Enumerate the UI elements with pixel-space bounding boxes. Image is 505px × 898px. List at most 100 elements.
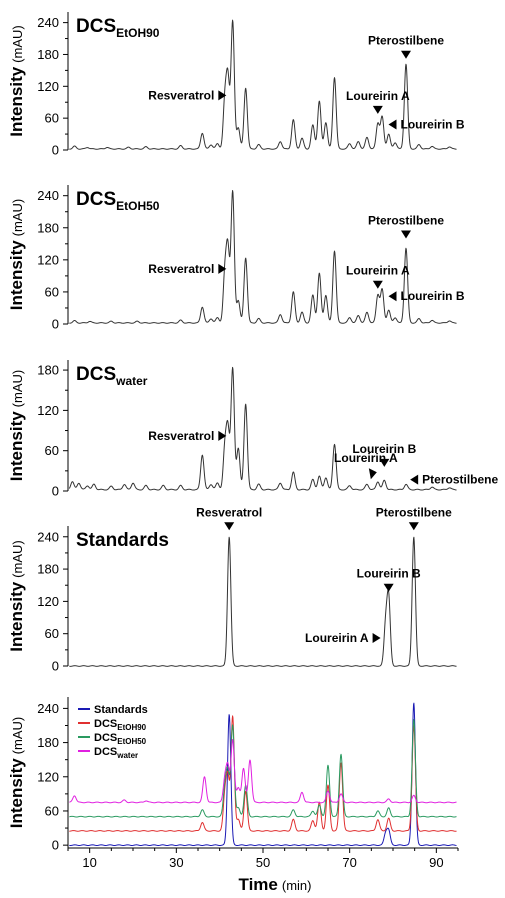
y-tick-label: 180 bbox=[37, 220, 59, 235]
y-tick-label: 240 bbox=[37, 529, 59, 544]
legend-entry: DCSEtOH90 bbox=[94, 718, 147, 732]
legend-label-subscript: EtOH50 bbox=[117, 737, 146, 746]
peak-annotation: Loureirin B bbox=[352, 442, 417, 467]
peak-annotation: Pterostilbene bbox=[376, 505, 452, 531]
legend-label: DCS bbox=[94, 746, 117, 758]
annotation-arrow bbox=[372, 280, 383, 289]
y-axis-label: Intensity bbox=[7, 66, 26, 136]
series-line-1 bbox=[69, 19, 457, 150]
annotation-arrow bbox=[218, 430, 227, 441]
annotation-arrow bbox=[372, 633, 381, 643]
legend-label: DCS bbox=[94, 718, 117, 730]
annotation-arrow bbox=[218, 90, 227, 101]
y-axis-title: Intensity (mAU) bbox=[7, 717, 26, 828]
y-tick-label: 120 bbox=[37, 403, 59, 418]
y-tick-label: 240 bbox=[37, 188, 59, 203]
y-axis-label: Intensity bbox=[7, 581, 26, 651]
legend-entry: Standards bbox=[94, 704, 148, 716]
legend-label-subscript: EtOH90 bbox=[117, 723, 146, 732]
panel-label: DCSEtOH90 bbox=[76, 16, 160, 40]
annotation-arrow bbox=[388, 291, 397, 302]
y-tick-label: 120 bbox=[37, 769, 59, 784]
y-axis-label: Intensity bbox=[7, 240, 26, 310]
annotation-arrow bbox=[379, 458, 390, 467]
chart-panel-3: 0 60 120 180 Intensity (mAU) DCSwater Resveratr… bbox=[7, 360, 499, 499]
annotation-arrow bbox=[224, 522, 235, 531]
panel-label-main: DCS bbox=[76, 364, 116, 385]
y-tick-label: 0 bbox=[52, 143, 59, 158]
x-tick-label: 70 bbox=[342, 855, 356, 870]
peak-annotation: Loureirin A bbox=[346, 89, 410, 114]
y-tick-label: 60 bbox=[45, 803, 59, 818]
annotation-label: Resveratrol bbox=[148, 262, 214, 276]
x-tick-label: 10 bbox=[82, 855, 96, 870]
y-tick-label: 0 bbox=[52, 838, 59, 853]
y-tick-label: 60 bbox=[45, 626, 59, 641]
y-axis-title: Intensity (mAU) bbox=[7, 540, 26, 651]
legend-entry: DCSEtOH50 bbox=[94, 732, 147, 746]
annotation-label: Loureirin A bbox=[346, 264, 410, 278]
x-axis-label: Time bbox=[239, 875, 278, 894]
annotation-arrow bbox=[388, 119, 397, 130]
y-tick-label: 120 bbox=[37, 594, 59, 609]
annotation-label: Loureirin A bbox=[305, 631, 369, 645]
peak-annotation: Resveratrol bbox=[148, 88, 227, 102]
annotation-arrow bbox=[368, 468, 377, 480]
chart-panel-4: 0 60 120 180 240 Intensity (mAU) Standards Resve… bbox=[7, 505, 457, 674]
annotation-label: Pterostilbene bbox=[376, 505, 452, 519]
y-axis-title: Intensity (mAU) bbox=[7, 25, 26, 136]
legend-entry: DCSwater bbox=[94, 746, 138, 760]
panel-label: Standards bbox=[76, 530, 169, 551]
peak-annotation: Loureirin B bbox=[357, 567, 421, 592]
annotation-label: Resveratrol bbox=[196, 505, 262, 519]
peak-annotation: Pterostilbene bbox=[368, 213, 444, 239]
annotation-arrow bbox=[401, 230, 411, 239]
y-tick-label: 180 bbox=[37, 363, 59, 378]
y-tick-label: 240 bbox=[37, 701, 59, 716]
annotation-label: Pterostilbene bbox=[368, 34, 444, 48]
peak-annotation: Loureirin A bbox=[346, 264, 410, 289]
y-axis-unit: (mAU) bbox=[10, 540, 25, 578]
y-tick-label: 0 bbox=[52, 659, 59, 674]
peak-annotation: Resveratrol bbox=[148, 262, 227, 276]
x-tick-label: 90 bbox=[429, 855, 443, 870]
y-tick-label: 120 bbox=[37, 79, 59, 94]
annotation-label: Loureirin B bbox=[401, 118, 465, 132]
annotation-label: Loureirin B bbox=[352, 442, 416, 456]
panel-label: DCSwater bbox=[76, 364, 148, 388]
y-tick-label: 60 bbox=[45, 443, 59, 458]
annotation-label: Loureirin B bbox=[357, 567, 421, 581]
y-tick-label: 180 bbox=[37, 47, 59, 62]
x-axis-title: Time (min) bbox=[239, 875, 312, 894]
y-axis-unit: (mAU) bbox=[10, 370, 25, 408]
peak-annotation: Pterostilbene bbox=[410, 473, 499, 487]
chart-panel-2: 0 60 120 180 240 Intensity (mAU) DCSEtOH50 Resve… bbox=[7, 185, 465, 332]
panel-label-subscript: EtOH50 bbox=[116, 199, 160, 213]
panel-label-main: DCS bbox=[76, 16, 116, 37]
y-tick-label: 180 bbox=[37, 735, 59, 750]
annotation-arrow bbox=[218, 263, 227, 274]
panel-label-subscript: water bbox=[115, 374, 148, 388]
series-line-1 bbox=[69, 536, 457, 667]
annotation-label: Pterostilbene bbox=[368, 213, 444, 227]
legend-label-subscript: water bbox=[116, 751, 138, 760]
series-line-1 bbox=[69, 702, 457, 846]
annotation-label: Resveratrol bbox=[148, 88, 214, 102]
y-axis-title: Intensity (mAU) bbox=[7, 370, 26, 481]
annotation-arrow bbox=[408, 522, 419, 531]
y-tick-label: 0 bbox=[52, 484, 59, 499]
y-axis-label: Intensity bbox=[7, 758, 26, 828]
panel-label-subscript: EtOH90 bbox=[116, 26, 160, 40]
y-axis-unit: (mAU) bbox=[10, 199, 25, 237]
series-line-1 bbox=[69, 190, 457, 324]
y-axis-label: Intensity bbox=[7, 411, 26, 481]
peak-annotation: Pterostilbene bbox=[368, 34, 444, 59]
peak-annotation: Resveratrol bbox=[148, 429, 227, 443]
x-tick-label: 30 bbox=[169, 855, 183, 870]
peak-annotation: Loureirin B bbox=[388, 289, 465, 303]
y-tick-label: 60 bbox=[45, 111, 59, 126]
y-axis-unit: (mAU) bbox=[10, 717, 25, 755]
y-axis-unit: (mAU) bbox=[10, 25, 25, 63]
annotation-arrow bbox=[401, 50, 411, 59]
